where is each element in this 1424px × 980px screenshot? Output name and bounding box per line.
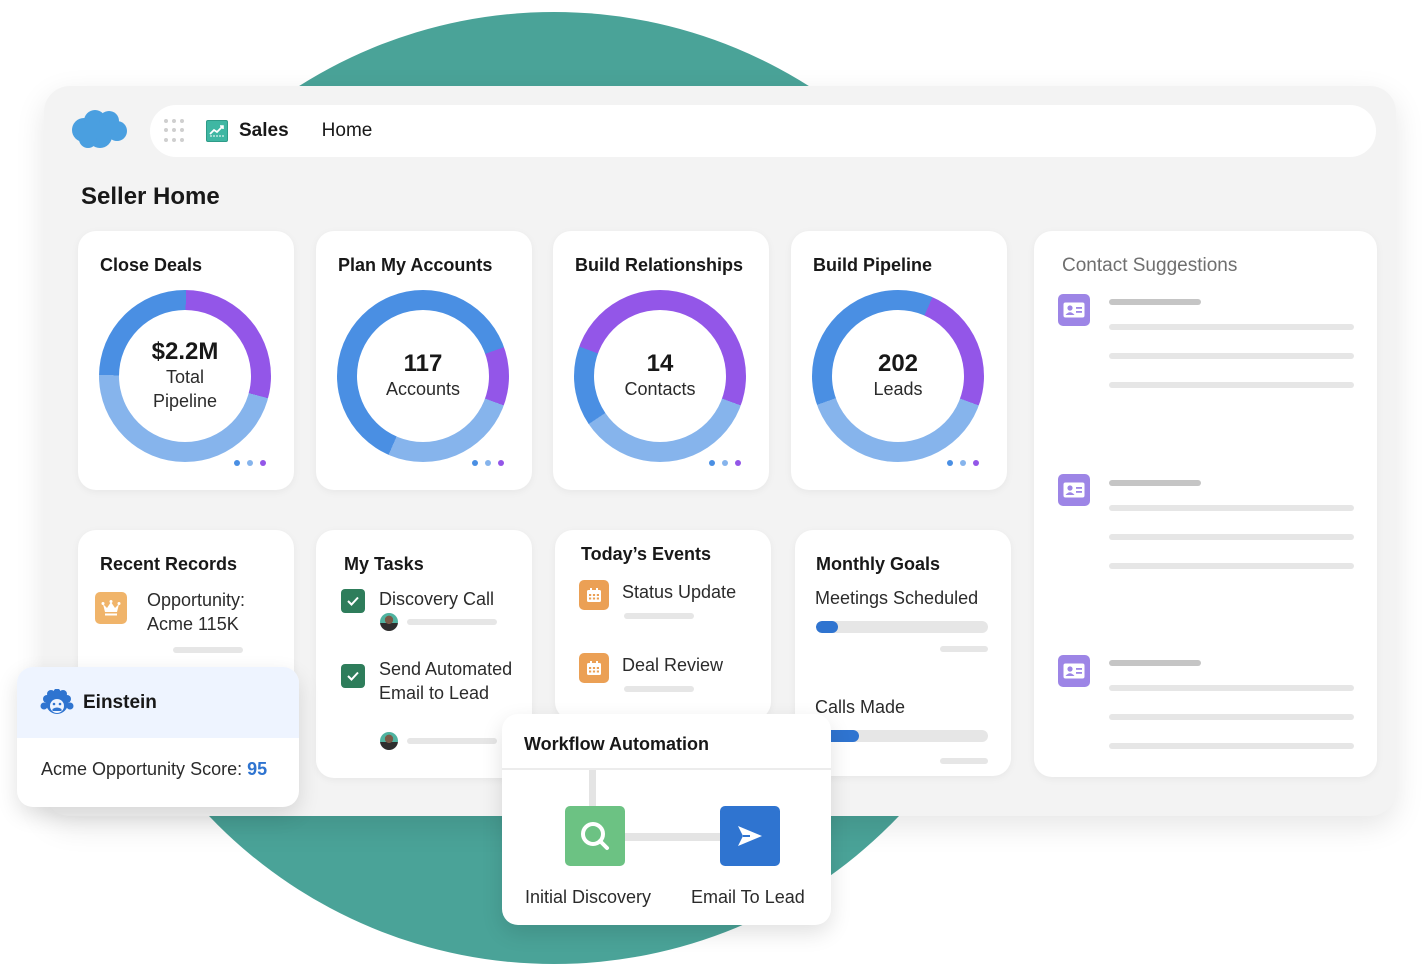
card-title: Build Pipeline <box>813 255 933 275</box>
einstein-icon <box>40 688 74 714</box>
carousel-dots[interactable] <box>947 460 979 466</box>
donut-label: Leads <box>873 379 923 399</box>
donut-value: 202 <box>877 350 919 377</box>
calendar-icon <box>579 580 609 610</box>
card-title: Today’s Events <box>581 544 712 564</box>
meetings-progress-bar <box>816 621 988 633</box>
score-value: 95 <box>247 759 268 779</box>
user-avatar <box>380 732 398 750</box>
contact-card-icon <box>1058 474 1090 506</box>
task-label[interactable]: Discovery Call <box>379 589 495 609</box>
goal-label: Meetings Scheduled <box>815 588 979 608</box>
search-icon <box>581 822 609 850</box>
donut-value: 117 <box>403 350 443 377</box>
card-title: My Tasks <box>344 554 424 574</box>
build-pipeline-card[interactable]: Build Pipeline 202 Leads <box>791 231 1007 490</box>
sales-app-icon <box>206 120 228 142</box>
close-deals-card[interactable]: Close Deals $2.2M Total Pipeline <box>78 231 294 490</box>
card-title: Plan My Accounts <box>338 255 493 275</box>
contact-card-icon <box>1058 655 1090 687</box>
donut-value: 14 <box>646 350 674 377</box>
einstein-score-row: Acme Opportunity Score: 95 <box>17 738 299 780</box>
einstein-header: Einstein <box>17 667 299 738</box>
card-title: Close Deals <box>100 255 203 275</box>
card-title: Contact Suggestions <box>1062 255 1238 276</box>
score-label: Acme Opportunity Score: <box>41 759 243 779</box>
goal-label: Calls Made <box>815 697 906 717</box>
salesforce-logo-icon <box>72 110 127 148</box>
task-checkbox-checked[interactable] <box>341 589 365 613</box>
workflow-connector <box>589 770 596 808</box>
todays-events-card: Today’s Events Status Update Deal Review <box>555 530 771 720</box>
build-relationships-card[interactable]: Build Relationships 14 Contacts <box>553 231 769 490</box>
workflow-automation-card[interactable]: Workflow Automation Initial Discovery Em… <box>502 714 831 925</box>
calls-progress-bar <box>816 730 988 742</box>
card-title: Build Relationships <box>575 255 744 275</box>
carousel-dots[interactable] <box>472 460 504 466</box>
page-title: Seller Home <box>81 183 220 210</box>
donut-label: Contacts <box>624 379 696 399</box>
accounts-donut-chart: 117 Accounts <box>337 290 509 462</box>
task-checkbox-checked[interactable] <box>341 664 365 688</box>
contact-suggestion-item[interactable] <box>1058 655 1358 755</box>
card-title: Recent Records <box>100 554 238 574</box>
close-deals-donut-chart: $2.2M Total Pipeline <box>99 290 271 462</box>
contact-suggestion-item[interactable] <box>1058 294 1358 394</box>
opportunity-crown-icon <box>95 592 127 624</box>
my-tasks-card: My Tasks Discovery Call Send Automated E… <box>316 530 532 778</box>
step-label: Email To Lead <box>691 887 805 907</box>
donut-label: Total Pipeline <box>152 367 218 411</box>
contact-suggestion-item[interactable] <box>1058 474 1358 574</box>
carousel-dots[interactable] <box>709 460 741 466</box>
user-avatar <box>380 613 398 631</box>
event-label[interactable]: Status Update <box>622 582 737 602</box>
workflow-connector <box>624 833 722 841</box>
global-navigation-bar: Sales Home <box>150 105 1376 157</box>
email-to-lead-node[interactable] <box>720 806 780 866</box>
plan-my-accounts-card[interactable]: Plan My Accounts 117 Accounts <box>316 231 532 490</box>
task-label[interactable]: Send Automated Email to Lead <box>379 659 513 703</box>
einstein-card[interactable]: Einstein Acme Opportunity Score: 95 <box>17 667 299 807</box>
divider <box>502 768 831 770</box>
leads-donut-chart: 202 Leads <box>812 290 984 462</box>
initial-discovery-node[interactable] <box>565 806 625 866</box>
card-title: Monthly Goals <box>816 554 941 574</box>
carousel-dots[interactable] <box>234 460 266 466</box>
donut-label: Accounts <box>385 379 461 399</box>
nav-tab-home[interactable]: Home <box>321 120 373 141</box>
donut-value: $2.2M <box>151 338 219 365</box>
contact-card-icon <box>1058 294 1090 326</box>
einstein-title: Einstein <box>83 691 157 713</box>
monthly-goals-card: Monthly Goals Meetings Scheduled Calls M… <box>795 530 1011 776</box>
step-label: Initial Discovery <box>525 887 652 907</box>
app-launcher-icon[interactable] <box>164 119 188 143</box>
calendar-icon <box>579 653 609 683</box>
send-icon <box>738 826 762 846</box>
card-title: Workflow Automation <box>524 734 709 754</box>
event-label[interactable]: Deal Review <box>622 655 724 675</box>
app-name[interactable]: Sales <box>239 120 289 141</box>
contact-suggestions-card: Contact Suggestions <box>1034 231 1377 777</box>
contacts-donut-chart: 14 Contacts <box>574 290 746 462</box>
recent-record-link[interactable]: Opportunity: Acme 115K <box>147 590 246 634</box>
